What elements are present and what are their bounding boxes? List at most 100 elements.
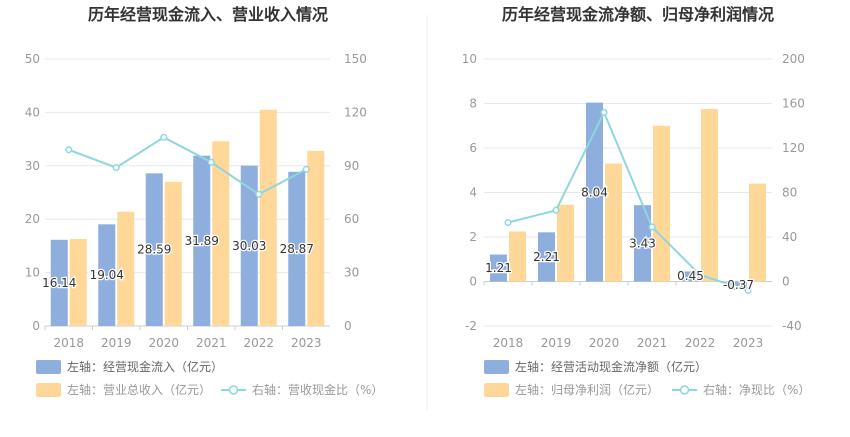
chart-1: 历年经营现金流入、营业收入情况 0 10 20 30 40 50 0 30 60 90 120 150 2…: [25, 5, 383, 397]
line-point: [302, 165, 310, 173]
y-right-tick-label: 90: [344, 159, 359, 173]
bar-series-1: [586, 102, 603, 282]
bar-data-label: 1.21: [485, 261, 512, 275]
x-tick-label: 2023: [733, 336, 764, 350]
legend-swatch-line-point: [228, 385, 239, 395]
bar-series-2: [259, 109, 277, 326]
x-tick-label: 2022: [243, 336, 274, 350]
chart-title: 历年经营现金流入、营业收入情况: [88, 5, 328, 24]
legend-swatch-bar-2: [484, 383, 509, 397]
bar-series-1: [538, 232, 555, 282]
y-right-tick-label: 80: [782, 186, 797, 200]
bar-data-label: 28.87: [280, 242, 314, 256]
line-point: [600, 108, 608, 116]
legend-swatch-bar-1: [484, 360, 509, 374]
bar-data-label: 0.45: [677, 269, 704, 283]
y-right-tick-label: 0: [782, 275, 790, 289]
bar-series-1: [490, 254, 507, 282]
bar-series-1: [98, 224, 116, 326]
bar-series-1: [634, 205, 651, 282]
line-point: [696, 271, 704, 279]
x-tick-label: 2021: [196, 336, 227, 350]
legend-label: 左轴：经营现金流入（亿元）: [67, 359, 223, 374]
legend-label: 左轴：归母净利润（亿元）: [515, 382, 659, 397]
bar-series-1: [240, 165, 258, 326]
y-right-tick-label: 200: [782, 52, 805, 66]
y-left-tick-label: 2: [469, 230, 477, 244]
y-left-tick-label: 50: [25, 52, 40, 66]
line-point: [648, 223, 656, 231]
line-point: [207, 158, 215, 166]
x-tick-label: 2020: [589, 336, 620, 350]
bar-data-label: 2.21: [533, 250, 560, 264]
bar-series-1: [730, 281, 747, 290]
y-left-tick-label: 20: [25, 212, 40, 226]
bar-series-2: [164, 181, 182, 326]
y-left-tick-label: 6: [469, 141, 477, 155]
legend-label: 左轴：营业总收入（亿元）: [67, 382, 211, 397]
line-point: [112, 164, 120, 172]
y-right-tick-label: 120: [344, 105, 367, 119]
bar-data-label: -0.37: [723, 278, 754, 292]
bar-series-2: [509, 231, 526, 282]
y-left-tick-label: 0: [469, 275, 477, 289]
line-point: [65, 146, 73, 154]
y-right-tick-label: 120: [782, 141, 805, 155]
bar-series-1: [682, 271, 699, 282]
y-left-tick-label: 0: [32, 319, 40, 333]
bar-series-2: [117, 211, 135, 326]
legend-swatch-bar-2: [36, 383, 61, 397]
legend-swatch-bar-1: [36, 360, 61, 374]
y-right-tick-label: 30: [344, 266, 359, 280]
x-tick-label: 2019: [101, 336, 132, 350]
chart-title: 历年经营现金流净额、归母净利润情况: [502, 5, 774, 24]
legend-label: 右轴：净现比（%）: [703, 382, 810, 397]
y-left-tick-label: -2: [465, 319, 477, 333]
bar-data-label: 16.14: [42, 276, 76, 290]
bar-data-label: 28.59: [137, 243, 171, 257]
line-point: [255, 190, 263, 198]
bar-series-2: [307, 150, 325, 326]
line-point: [552, 206, 560, 214]
chart-2: 历年经营现金流净额、归母净利润情况 -2 0 2 4 6 8 10 -40 0 40 80 120 160…: [462, 5, 810, 397]
bar-data-label: 3.43: [629, 237, 656, 251]
bar-data-label: 8.04: [581, 186, 608, 200]
y-left-tick-label: 30: [25, 159, 40, 173]
bar-series-2: [557, 204, 574, 282]
legend-label: 右轴：营收现金比（%）: [252, 382, 383, 397]
y-left-tick-label: 8: [469, 97, 477, 111]
bar-series-1: [50, 239, 68, 326]
bar-series-1: [145, 173, 163, 326]
x-tick-label: 2019: [541, 336, 572, 350]
x-tick-label: 2023: [291, 336, 322, 350]
y-right-tick-label: 160: [782, 97, 805, 111]
x-tick-label: 2018: [493, 336, 524, 350]
x-tick-label: 2021: [637, 336, 668, 350]
y-left-tick-label: 10: [25, 266, 40, 280]
y-right-tick-label: 150: [344, 52, 367, 66]
y-left-tick-label: 10: [462, 52, 477, 66]
y-right-tick-label: 60: [344, 212, 359, 226]
y-right-tick-label: 0: [344, 319, 352, 333]
bar-series-1: [288, 171, 306, 326]
bar-series-2: [701, 109, 718, 282]
legend-label: 左轴：经营活动现金流净额（亿元）: [515, 359, 707, 374]
y-right-tick-label: 40: [782, 230, 797, 244]
bar-series-2: [69, 238, 87, 326]
legend-swatch-line-point: [679, 385, 690, 395]
x-tick-label: 2020: [148, 336, 179, 350]
legend: 左轴：经营现金流入（亿元） 左轴：营业总收入（亿元） 右轴：营收现金比（%）: [36, 359, 383, 397]
y-left-tick-label: 40: [25, 105, 40, 119]
bar-data-label: 19.04: [90, 268, 124, 282]
line-point: [160, 133, 168, 141]
bar-series-1: [193, 155, 211, 326]
x-tick-label: 2022: [685, 336, 716, 350]
y-left-tick-label: 4: [469, 186, 477, 200]
line-point: [744, 286, 752, 294]
bar-data-label: 30.03: [232, 239, 266, 253]
bar-data-label: 31.89: [185, 234, 219, 248]
bar-series-2: [653, 125, 670, 282]
bar-series-2: [212, 141, 230, 326]
y-right-tick-label: -40: [782, 319, 802, 333]
